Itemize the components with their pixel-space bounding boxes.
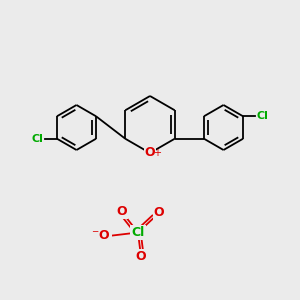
Text: O: O: [154, 206, 164, 220]
Text: $^{-}$O: $^{-}$O: [91, 229, 111, 242]
Text: +: +: [154, 148, 161, 158]
Text: O: O: [116, 205, 127, 218]
Text: O: O: [136, 250, 146, 263]
Text: Cl: Cl: [131, 226, 145, 239]
Text: Cl: Cl: [32, 134, 44, 144]
Text: O: O: [145, 146, 155, 160]
Text: Cl: Cl: [256, 111, 268, 121]
